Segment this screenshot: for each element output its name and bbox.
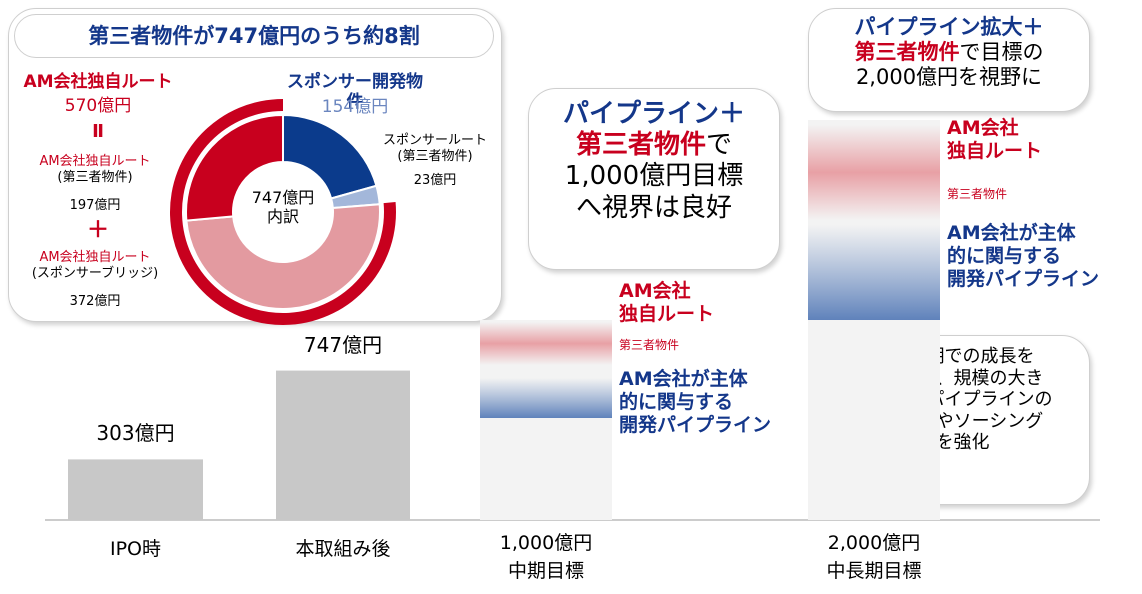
legend-value: 372億円: [69, 294, 121, 309]
legend-value: 23億円: [413, 173, 457, 188]
callout-text: で: [706, 130, 733, 161]
operator: ＋: [86, 218, 109, 243]
pipeline-band: [808, 225, 940, 320]
segment-label: AM会社が主体 的に関与する 開発パイプライン: [619, 368, 772, 436]
x-tick-label: IPO時: [109, 538, 162, 560]
legend-value: 570億円: [64, 96, 132, 116]
own-route-band: [808, 125, 940, 220]
segment-label: AM会社が主体 的に関与する 開発パイプライン: [947, 222, 1100, 290]
value-label: 303億円: [96, 421, 175, 446]
x-tick-label: 中期目標: [507, 560, 584, 582]
x-tick-label: 中長期目標: [826, 560, 922, 582]
legend-value: 197億円: [69, 198, 121, 213]
callout-2000: パイプライン拡大＋ 第三者物件で目標の 2,000億円を視野に: [808, 8, 1090, 112]
segment-label: 第三者物件: [619, 338, 680, 352]
panel-title: 第三者物件が747億円のうち約8割: [14, 14, 494, 58]
callout-text: 第三者物件: [854, 40, 960, 65]
center-label: 747億円 内訳: [251, 188, 315, 227]
bar: [68, 459, 203, 520]
bar: [276, 370, 410, 520]
segment-label: AM会社 独自ルート: [947, 117, 1043, 162]
callout-text: 2,000億円を視野に: [855, 65, 1043, 90]
legend-label: スポンサー開発物件: [287, 72, 423, 113]
legend-label: AM会社独自ルート (第三者物件): [39, 154, 151, 185]
legend-value: 154億円: [321, 97, 389, 117]
callout-text: パイプライン＋: [562, 99, 745, 129]
value-label: 747億円: [303, 332, 383, 357]
donut-center: [235, 164, 331, 260]
pipeline-band: [480, 378, 612, 418]
operator: Ⅱ: [92, 121, 104, 142]
value-label: 1,000億円: [499, 532, 593, 554]
callout-text: 1,000億円目標 へ視界は良好: [564, 161, 744, 223]
value-label: 2,000億円: [827, 532, 921, 554]
legend-label: スポンサールート (第三者物件): [382, 133, 487, 164]
own-route-band: [480, 322, 612, 365]
callout-text: パイプライン拡大＋: [854, 15, 1044, 39]
legend-label: AM会社独自ルート (スポンサーブリッジ): [31, 250, 159, 281]
callout-text: で目標の: [959, 40, 1044, 65]
donut-slice: [185, 113, 284, 222]
segment-label: 第三者物件: [947, 187, 1008, 201]
donut-slice: [185, 203, 382, 311]
x-tick-label: 本取組み後: [295, 538, 391, 560]
callout-text: 第三者物件: [575, 130, 706, 161]
legend-label: AM会社独自ルート: [23, 72, 173, 92]
segment-label: AM会社 独自ルート: [619, 280, 715, 325]
callout-1000: パイプライン＋ 第三者物件で 1,000億円目標 へ視界は良好: [528, 88, 780, 270]
